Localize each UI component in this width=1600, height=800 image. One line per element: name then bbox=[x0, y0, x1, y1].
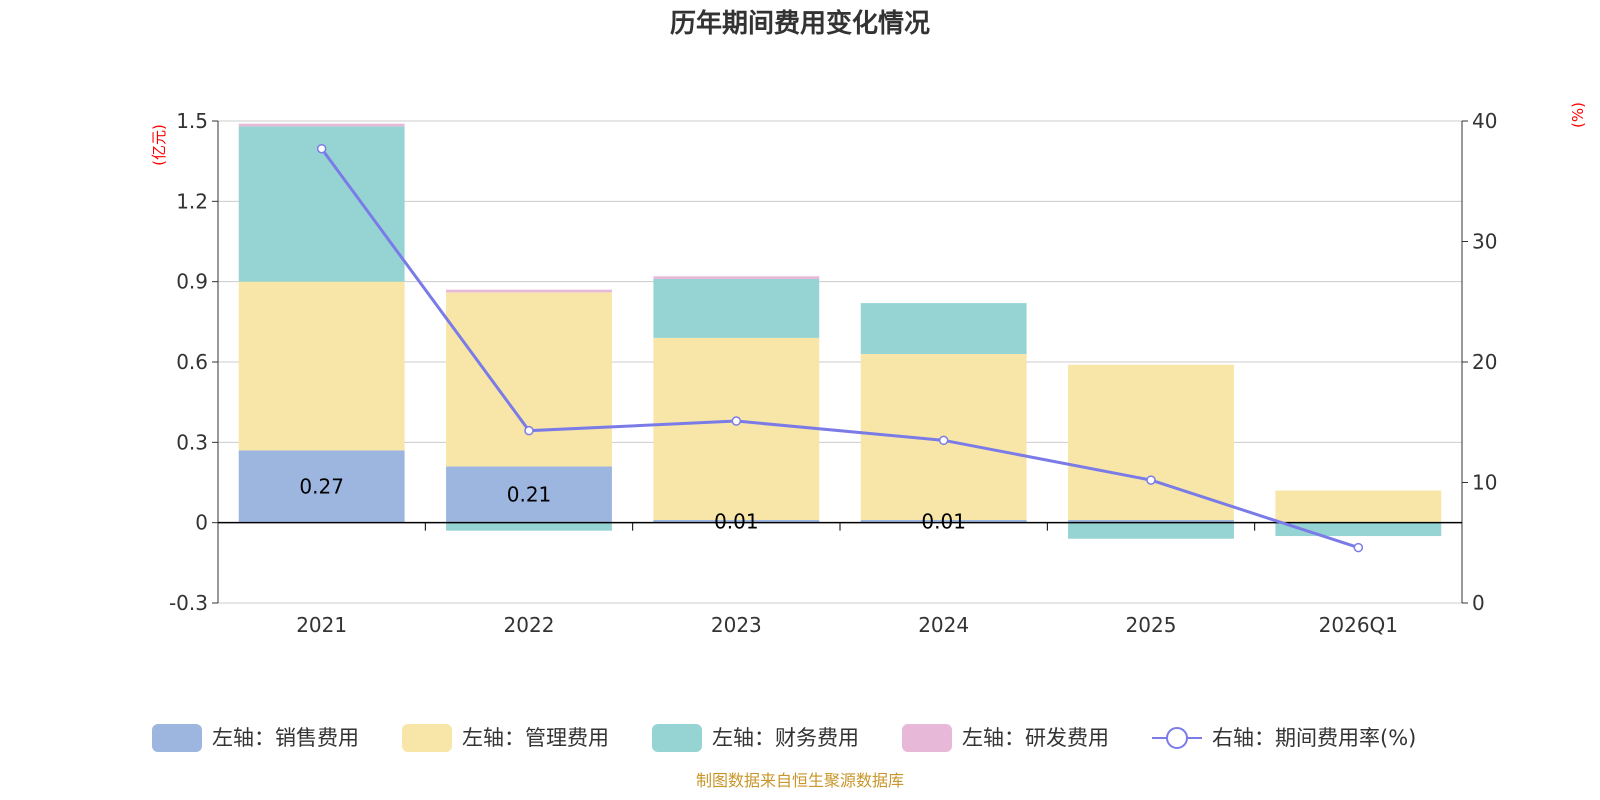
left-tick-label: 0.3 bbox=[176, 430, 208, 454]
right-tick-label: 10 bbox=[1472, 471, 1497, 495]
rate-point bbox=[524, 425, 534, 436]
legend-swatch bbox=[152, 724, 202, 752]
data-label: 0.21 bbox=[507, 483, 552, 507]
data-label: 0.27 bbox=[299, 475, 344, 499]
data-labels: 0.27 0.21 0.01 0.01 bbox=[299, 475, 966, 534]
bar-segment bbox=[1068, 364, 1234, 520]
left-tick-label: -0.3 bbox=[169, 591, 208, 615]
gridlines bbox=[218, 120, 1462, 604]
bar-segment bbox=[446, 522, 612, 531]
axes: -0.3 0 0.3 0.6 0.9 1.2 1.5 0 10 20 30 40 2021 2022 202… bbox=[169, 109, 1497, 637]
bar-segment bbox=[653, 519, 820, 523]
chart-title: 历年期间费用变化情况 bbox=[670, 8, 930, 39]
rate-point bbox=[731, 416, 742, 426]
right-axis-unit: (%) bbox=[1569, 102, 1587, 128]
bar-segment bbox=[653, 278, 820, 338]
x-tick-label: 2022 bbox=[504, 613, 555, 637]
legend-label: 左轴：销售费用 bbox=[212, 726, 359, 750]
bar-segment bbox=[446, 466, 612, 523]
x-tick-label: 2025 bbox=[1126, 613, 1177, 637]
legend-label: 左轴：研发费用 bbox=[962, 726, 1109, 750]
legend-swatch bbox=[402, 724, 452, 752]
legend-swatch bbox=[652, 724, 702, 752]
line-series bbox=[316, 143, 1364, 553]
left-tick-label: 0 bbox=[195, 511, 208, 535]
rate-point bbox=[1353, 542, 1364, 553]
bar-group bbox=[238, 123, 1442, 539]
legend: 左轴：销售费用 左轴：管理费用 左轴：财务费用 左轴：研发费用 右轴：期间费用率(%) bbox=[152, 724, 1416, 752]
x-tick-label: 2021 bbox=[296, 613, 347, 637]
x-tick-label: 2026Q1 bbox=[1319, 613, 1398, 637]
left-tick-label: 1.2 bbox=[176, 189, 208, 213]
left-tick-label: 0.9 bbox=[176, 270, 208, 294]
left-tick-label: 1.5 bbox=[176, 109, 208, 133]
rate-point bbox=[938, 435, 949, 446]
right-tick-label: 30 bbox=[1472, 230, 1497, 254]
bar-segment bbox=[860, 303, 1027, 354]
bar-segment bbox=[1068, 522, 1234, 539]
data-label: 0.01 bbox=[714, 510, 759, 534]
source-note: 制图数据来自恒生聚源数据库 bbox=[696, 771, 904, 790]
x-tick-label: 2023 bbox=[711, 613, 762, 637]
right-tick-label: 0 bbox=[1472, 591, 1485, 615]
bar-segment bbox=[446, 289, 612, 293]
right-tick-label: 40 bbox=[1472, 109, 1497, 133]
bar-segment bbox=[1275, 490, 1442, 523]
legend-marker bbox=[1166, 727, 1188, 749]
bar-segment bbox=[1068, 519, 1234, 523]
bar-segment bbox=[653, 337, 820, 520]
legend-label: 左轴：管理费用 bbox=[462, 726, 609, 750]
x-tick-label: 2024 bbox=[918, 613, 969, 637]
legend-label: 左轴：财务费用 bbox=[712, 726, 859, 750]
bar-segment bbox=[653, 276, 820, 279]
rate-point bbox=[316, 143, 327, 154]
bar-segment bbox=[238, 281, 405, 451]
legend-swatch bbox=[902, 724, 952, 752]
right-tick-label: 20 bbox=[1472, 350, 1497, 374]
bar-segment bbox=[446, 292, 612, 467]
bar-segment bbox=[860, 519, 1027, 523]
rate-point bbox=[1146, 475, 1156, 485]
bar-segment bbox=[238, 450, 405, 523]
left-tick-label: 0.6 bbox=[176, 350, 208, 374]
legend-label: 右轴：期间费用率(%) bbox=[1212, 726, 1416, 750]
data-label: 0.01 bbox=[921, 510, 966, 534]
rate-line bbox=[320, 147, 1359, 549]
bar-segment bbox=[238, 123, 405, 127]
left-axis-unit: (亿元) bbox=[150, 124, 168, 166]
